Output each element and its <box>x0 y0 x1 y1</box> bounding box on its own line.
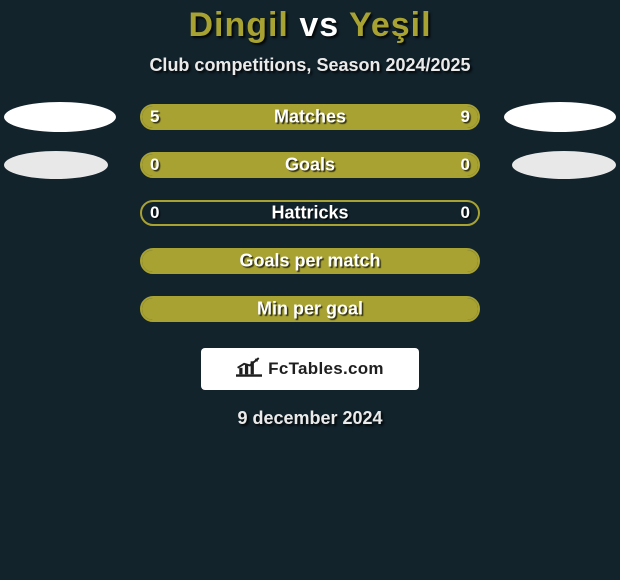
comparison-card: Dingil vs Yeşil Club competitions, Seaso… <box>0 0 620 580</box>
player1-name: Dingil <box>188 6 288 44</box>
left-value: 0 <box>150 155 159 175</box>
chart-icon <box>236 356 262 383</box>
stat-row: Goals per match <box>0 248 620 274</box>
right-value: 0 <box>461 203 470 223</box>
left-value: 0 <box>150 203 159 223</box>
category-label: Goals <box>285 155 335 176</box>
stat-rows: 5 9 Matches 0 0 Goals 0 0 Hattricks Goals per mat… <box>0 104 620 322</box>
date-label: 9 december 2024 <box>0 408 620 429</box>
category-label: Min per goal <box>257 299 363 320</box>
player1-marker <box>4 102 116 132</box>
stat-row: 0 0 Hattricks <box>0 200 620 226</box>
player2-name: Yeşil <box>349 6 432 44</box>
page-title: Dingil vs Yeşil <box>0 6 620 45</box>
player2-marker <box>512 151 616 179</box>
player1-marker <box>4 151 108 179</box>
category-label: Matches <box>274 107 346 128</box>
stat-row: 0 0 Goals <box>0 152 620 178</box>
vs-label: vs <box>299 6 339 44</box>
right-value: 0 <box>461 155 470 175</box>
left-value: 5 <box>150 107 159 127</box>
brand-text: FcTables.com <box>268 359 384 379</box>
subtitle: Club competitions, Season 2024/2025 <box>0 55 620 76</box>
player2-marker <box>504 102 616 132</box>
category-label: Hattricks <box>271 203 348 224</box>
category-label: Goals per match <box>239 251 380 272</box>
right-value: 9 <box>461 107 470 127</box>
footer-badge[interactable]: FcTables.com <box>201 348 419 390</box>
stat-row: Min per goal <box>0 296 620 322</box>
stat-row: 5 9 Matches <box>0 104 620 130</box>
